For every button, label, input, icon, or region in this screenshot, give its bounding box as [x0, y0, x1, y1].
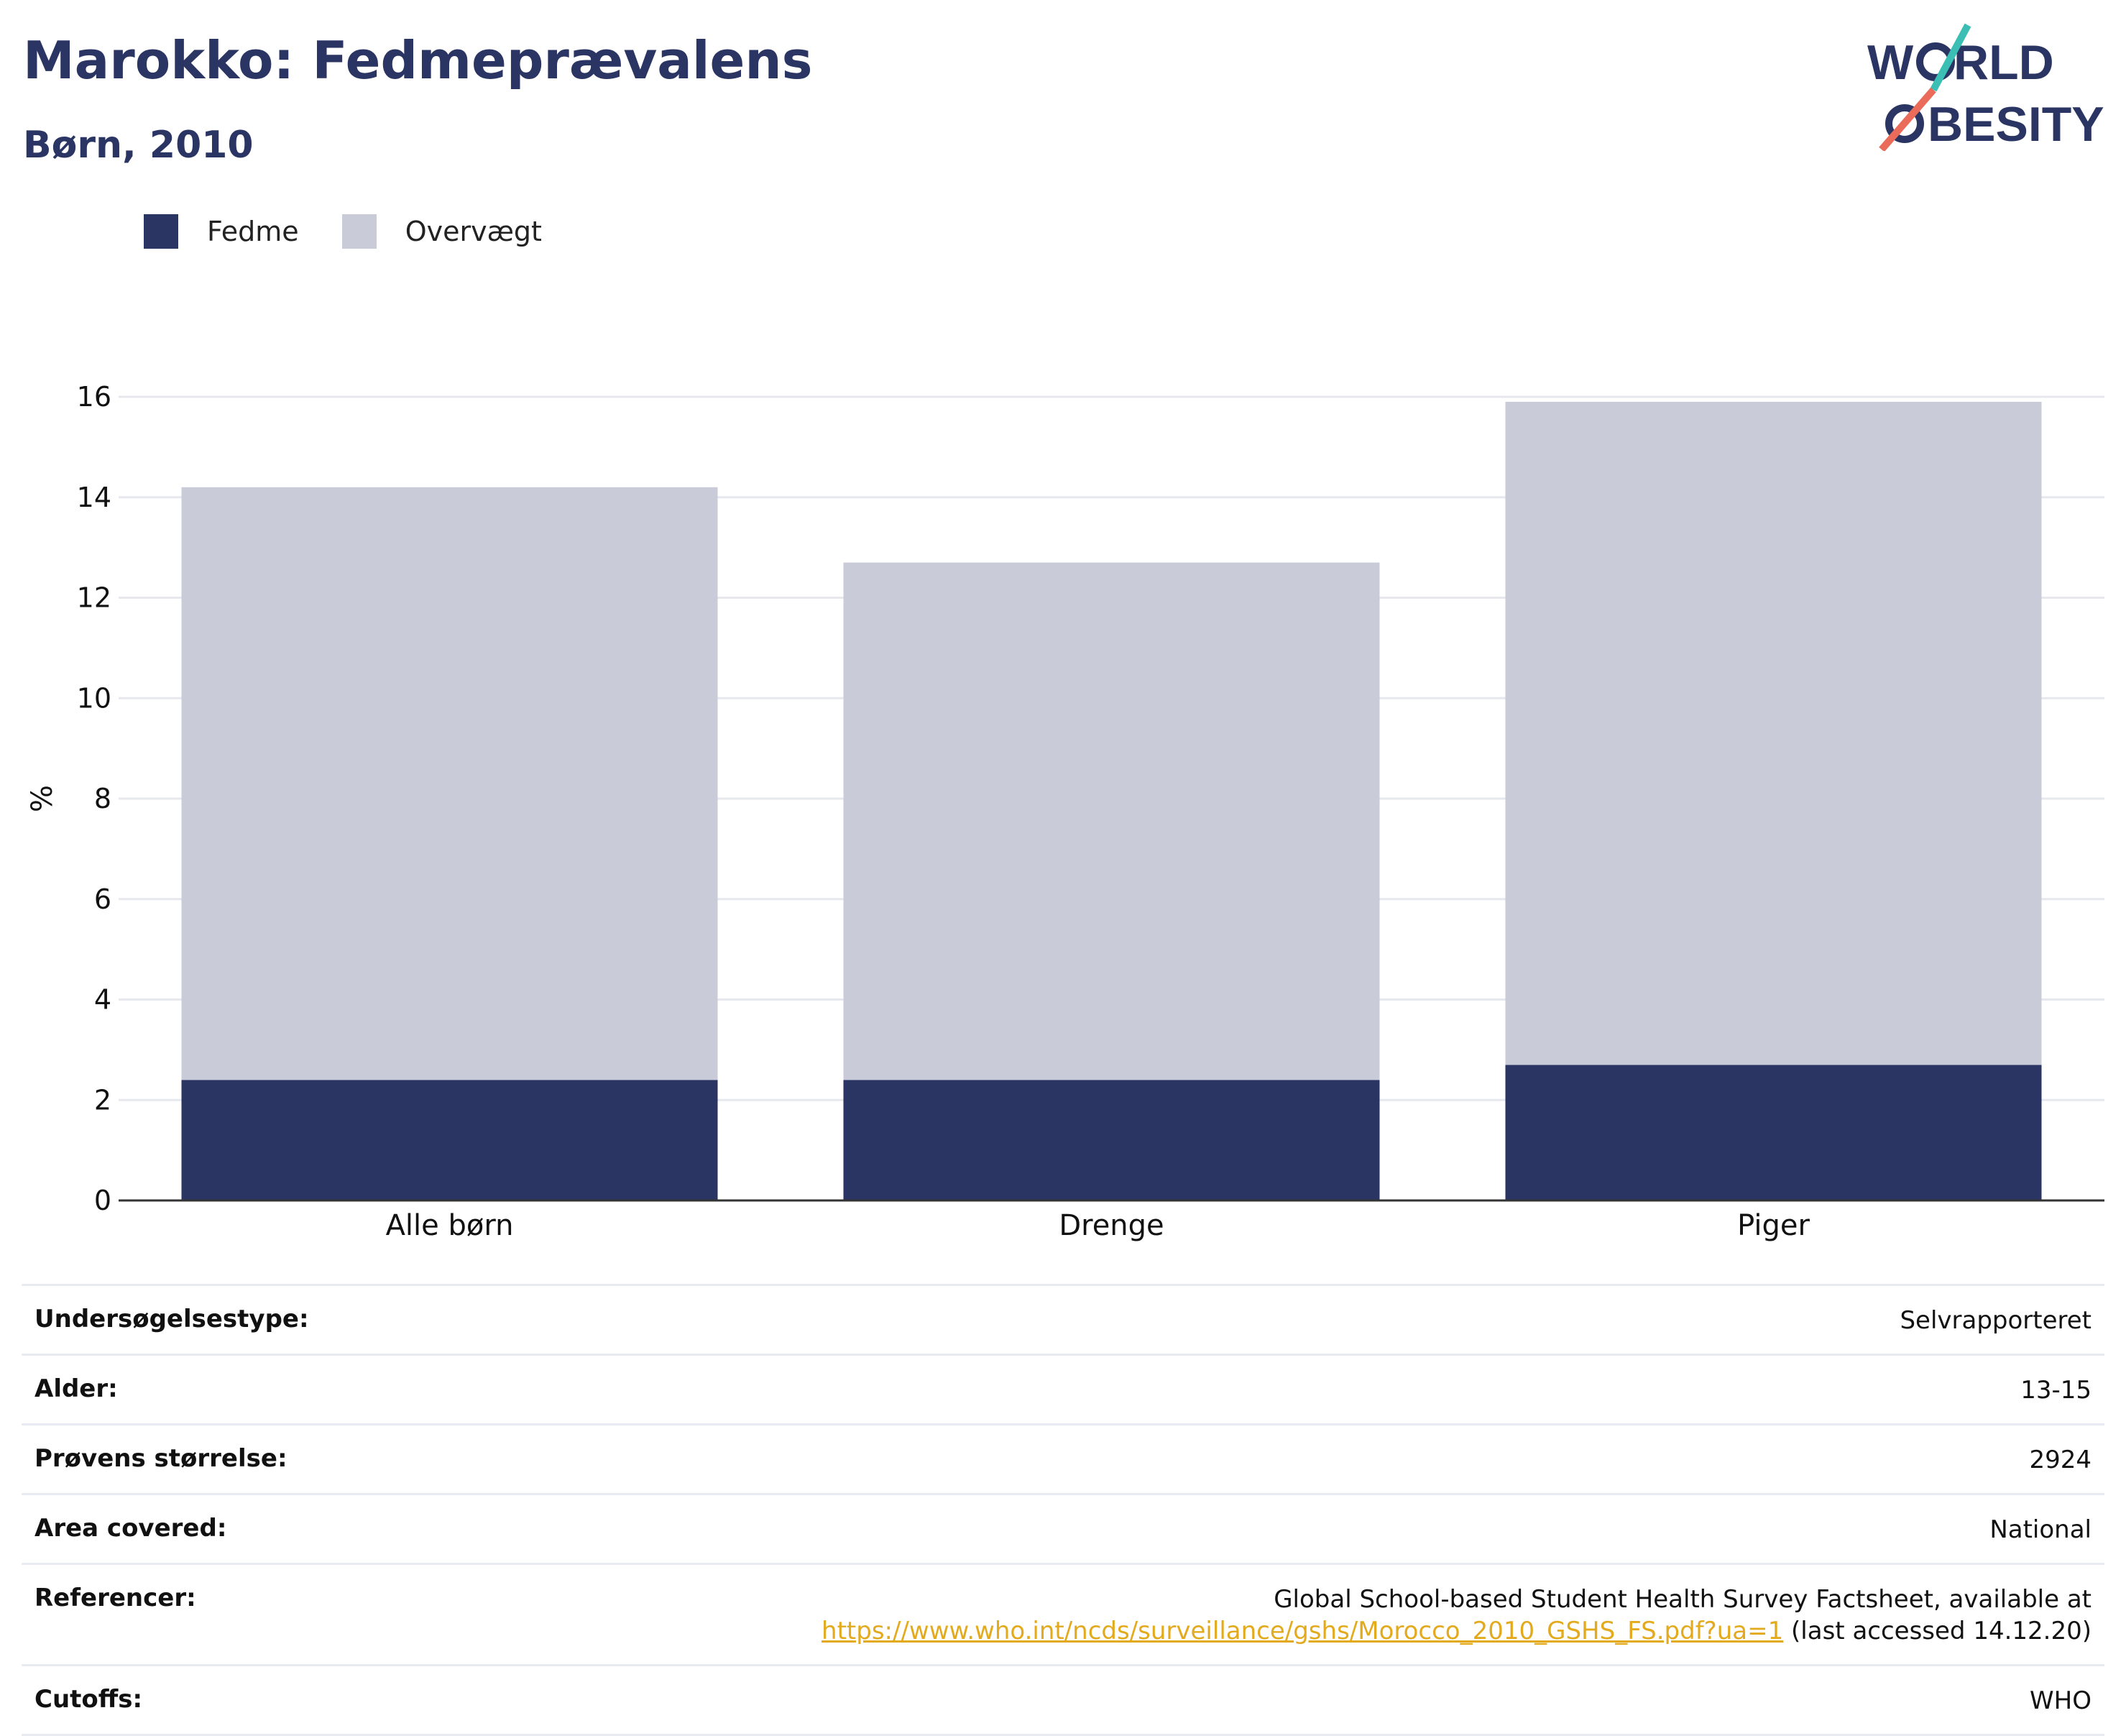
- info-row-references: Referencer: Global School-based Student …: [22, 1563, 2104, 1664]
- stacked-bar-chart: 0 2 4 6 8 10 12 14 16% Alle børn Drenge Piger: [26, 381, 2104, 1242]
- info-label: Cutoffs:: [34, 1685, 143, 1714]
- legend-label-fedme: Fedme: [207, 216, 299, 247]
- legend-item-overvaegt[interactable]: Overvægt: [341, 214, 542, 249]
- x-tick-label: Drenge: [1059, 1209, 1164, 1242]
- y-tick-label: 2: [94, 1084, 111, 1116]
- info-label: Undersøgelsestype:: [34, 1305, 309, 1333]
- legend-swatch-fedme: [144, 214, 178, 249]
- y-tick-label: 10: [77, 682, 111, 714]
- world-obesity-logo: W RLD BESITY: [1867, 23, 2104, 151]
- reference-suffix: (last accessed 14.12.20): [1783, 1617, 2092, 1645]
- bar-overv-gt: [843, 562, 1380, 1080]
- svg-text:RLD: RLD: [1954, 35, 2054, 90]
- chart-title: Marokko: Fedmeprævalens: [23, 30, 813, 91]
- bar-overv-gt: [1505, 401, 2042, 1065]
- bar-overv-gt: [181, 487, 718, 1080]
- survey-info-table: Undersøgelsestype: Selvrapporteret Alder…: [22, 1284, 2104, 1736]
- info-label: Referencer:: [34, 1584, 196, 1612]
- info-value: 13-15: [2020, 1376, 2092, 1405]
- info-row: Alder: 13-15: [22, 1354, 2104, 1423]
- y-tick-label: 16: [77, 381, 111, 413]
- info-row: Prøvens størrelse: 2924: [22, 1423, 2104, 1493]
- info-label: Alder:: [34, 1374, 118, 1403]
- y-tick-label: 8: [94, 783, 111, 814]
- legend-item-fedme[interactable]: Fedme: [144, 214, 299, 249]
- info-row: Cutoffs: WHO: [22, 1664, 2104, 1736]
- bar-fedme: [1505, 1065, 2042, 1200]
- y-tick-label: 4: [94, 984, 111, 1016]
- y-tick-label: 0: [94, 1185, 111, 1216]
- svg-text:BESITY: BESITY: [1928, 97, 2104, 151]
- reference-link[interactable]: https://www.who.int/ncds/surveillance/gs…: [822, 1617, 1784, 1645]
- bar-fedme: [181, 1080, 718, 1200]
- info-label: Prøvens størrelse:: [34, 1444, 287, 1473]
- info-value: 2924: [2029, 1446, 2092, 1474]
- references-value: Global School-based Student Health Surve…: [822, 1584, 2092, 1647]
- y-tick-label: 14: [77, 482, 111, 513]
- info-row: Area covered: National: [22, 1493, 2104, 1563]
- info-row: Undersøgelsestype: Selvrapporteret: [22, 1284, 2104, 1354]
- chart-subtitle: Børn, 2010: [23, 124, 254, 167]
- info-value: National: [1989, 1515, 2092, 1544]
- info-value: Selvrapporteret: [1900, 1306, 2092, 1335]
- reference-text: Global School-based Student Health Surve…: [1274, 1585, 2092, 1614]
- bar-fedme: [843, 1080, 1380, 1200]
- svg-text:W: W: [1867, 35, 1914, 90]
- info-value: WHO: [2030, 1686, 2092, 1715]
- info-label: Area covered:: [34, 1514, 227, 1543]
- x-tick-label: Piger: [1737, 1209, 1810, 1242]
- x-tick-label: Alle børn: [386, 1209, 514, 1242]
- y-tick-label: 6: [94, 883, 111, 915]
- legend: Fedme Overvægt: [144, 214, 585, 249]
- legend-swatch-overvaegt: [341, 214, 377, 249]
- y-tick-label: 12: [77, 582, 111, 614]
- y-axis-label: %: [26, 785, 59, 812]
- legend-label-overvaegt: Overvægt: [405, 216, 542, 247]
